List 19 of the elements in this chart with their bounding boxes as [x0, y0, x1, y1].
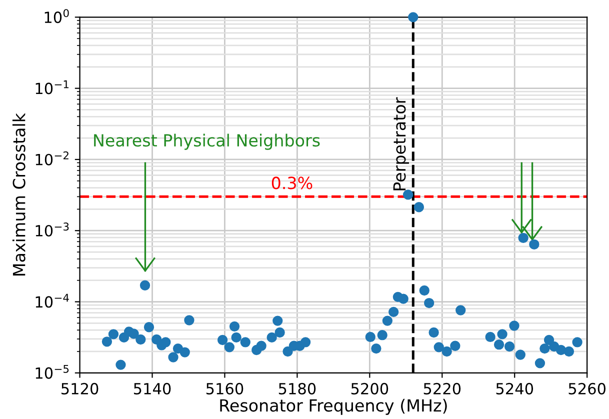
y-tick-label: 10$^{−3}$ [36, 222, 69, 237]
y-axis-title: Maximum Crosstalk [12, 113, 26, 276]
y-tick-label: 10$^{0}$ [44, 9, 69, 24]
annotation: Nearest Physical Neighbors [94, 134, 320, 150]
x-tick-label: 5180 [278, 382, 316, 394]
y-tick-label: 10$^{−5}$ [36, 364, 69, 379]
y-tick-label: 10$^{−4}$ [36, 294, 69, 308]
x-tick-label: 5140 [134, 382, 171, 394]
x-tick-label: 5160 [206, 382, 244, 394]
y-tick-label: 10$^{−2}$ [36, 151, 68, 166]
x-tick-label: 5260 [568, 382, 606, 394]
x-tick-label: 5200 [351, 382, 388, 394]
x-axis-title: Resonator Frequency (MHz) [220, 398, 447, 415]
x-tick-label: 5240 [496, 382, 534, 394]
x-tick-label: 5120 [62, 382, 98, 394]
x-tick-label: 5220 [424, 382, 461, 394]
ref-line-label: 0.3% [272, 176, 312, 190]
ref-line-label: Perpetrator [393, 97, 409, 190]
y-tick-label: 10$^{−1}$ [36, 80, 69, 94]
